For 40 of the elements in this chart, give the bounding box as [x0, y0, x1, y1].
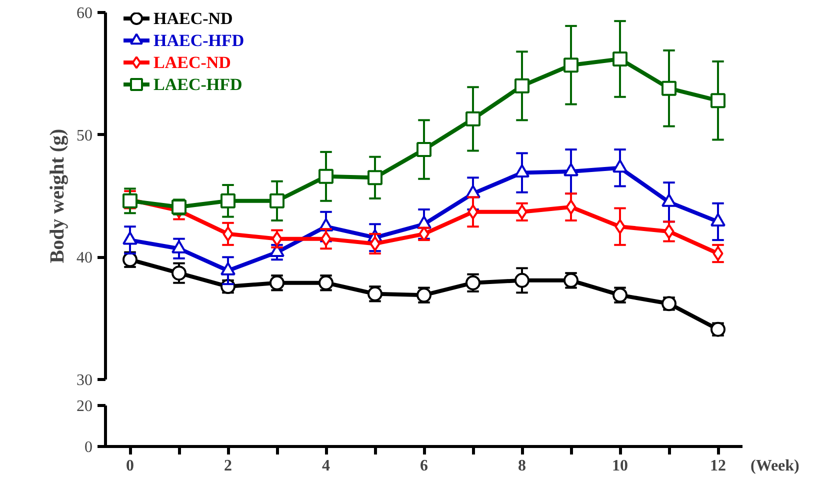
x-axis-title: (Week): [750, 458, 800, 474]
point: [612, 51, 628, 66]
point: [220, 193, 236, 208]
point: [514, 78, 530, 94]
point: [318, 168, 334, 184]
point: [370, 236, 380, 252]
point: [564, 58, 578, 73]
legend-label: LAEC-ND: [154, 53, 231, 72]
y-axis-title: Body weight (g): [46, 128, 68, 264]
point: [566, 200, 576, 215]
x-tick-label: 10: [612, 458, 628, 474]
point: [468, 204, 478, 220]
x-tick-label: 2: [224, 458, 232, 474]
x-tick-label: 8: [518, 458, 526, 474]
point: [712, 246, 724, 261]
point: [416, 142, 432, 158]
point: [172, 266, 186, 281]
y-tick-label: 40: [76, 250, 92, 267]
point: [664, 224, 674, 239]
point: [710, 93, 726, 108]
y-tick-label: 50: [76, 127, 92, 144]
x-tick-label: 4: [322, 458, 330, 474]
point: [368, 170, 382, 186]
point: [466, 111, 480, 126]
x-tick-label: 12: [710, 458, 726, 474]
y-tick-label: 60: [76, 5, 92, 22]
point: [222, 226, 234, 242]
y-tick-label: 0: [84, 439, 92, 456]
legend-label: LAEC-HFD: [154, 75, 242, 94]
point: [270, 193, 284, 208]
point: [514, 272, 530, 288]
y-tick-label: 20: [76, 398, 92, 415]
legend-label: HAEC-ND: [154, 9, 233, 28]
point: [662, 80, 676, 96]
legend-label: HAEC-HFD: [154, 31, 244, 50]
x-tick-label: 0: [126, 458, 134, 474]
y-tick-label: 30: [76, 372, 92, 389]
x-tick-label: 6: [420, 458, 428, 474]
point: [614, 219, 626, 234]
point: [320, 231, 332, 246]
